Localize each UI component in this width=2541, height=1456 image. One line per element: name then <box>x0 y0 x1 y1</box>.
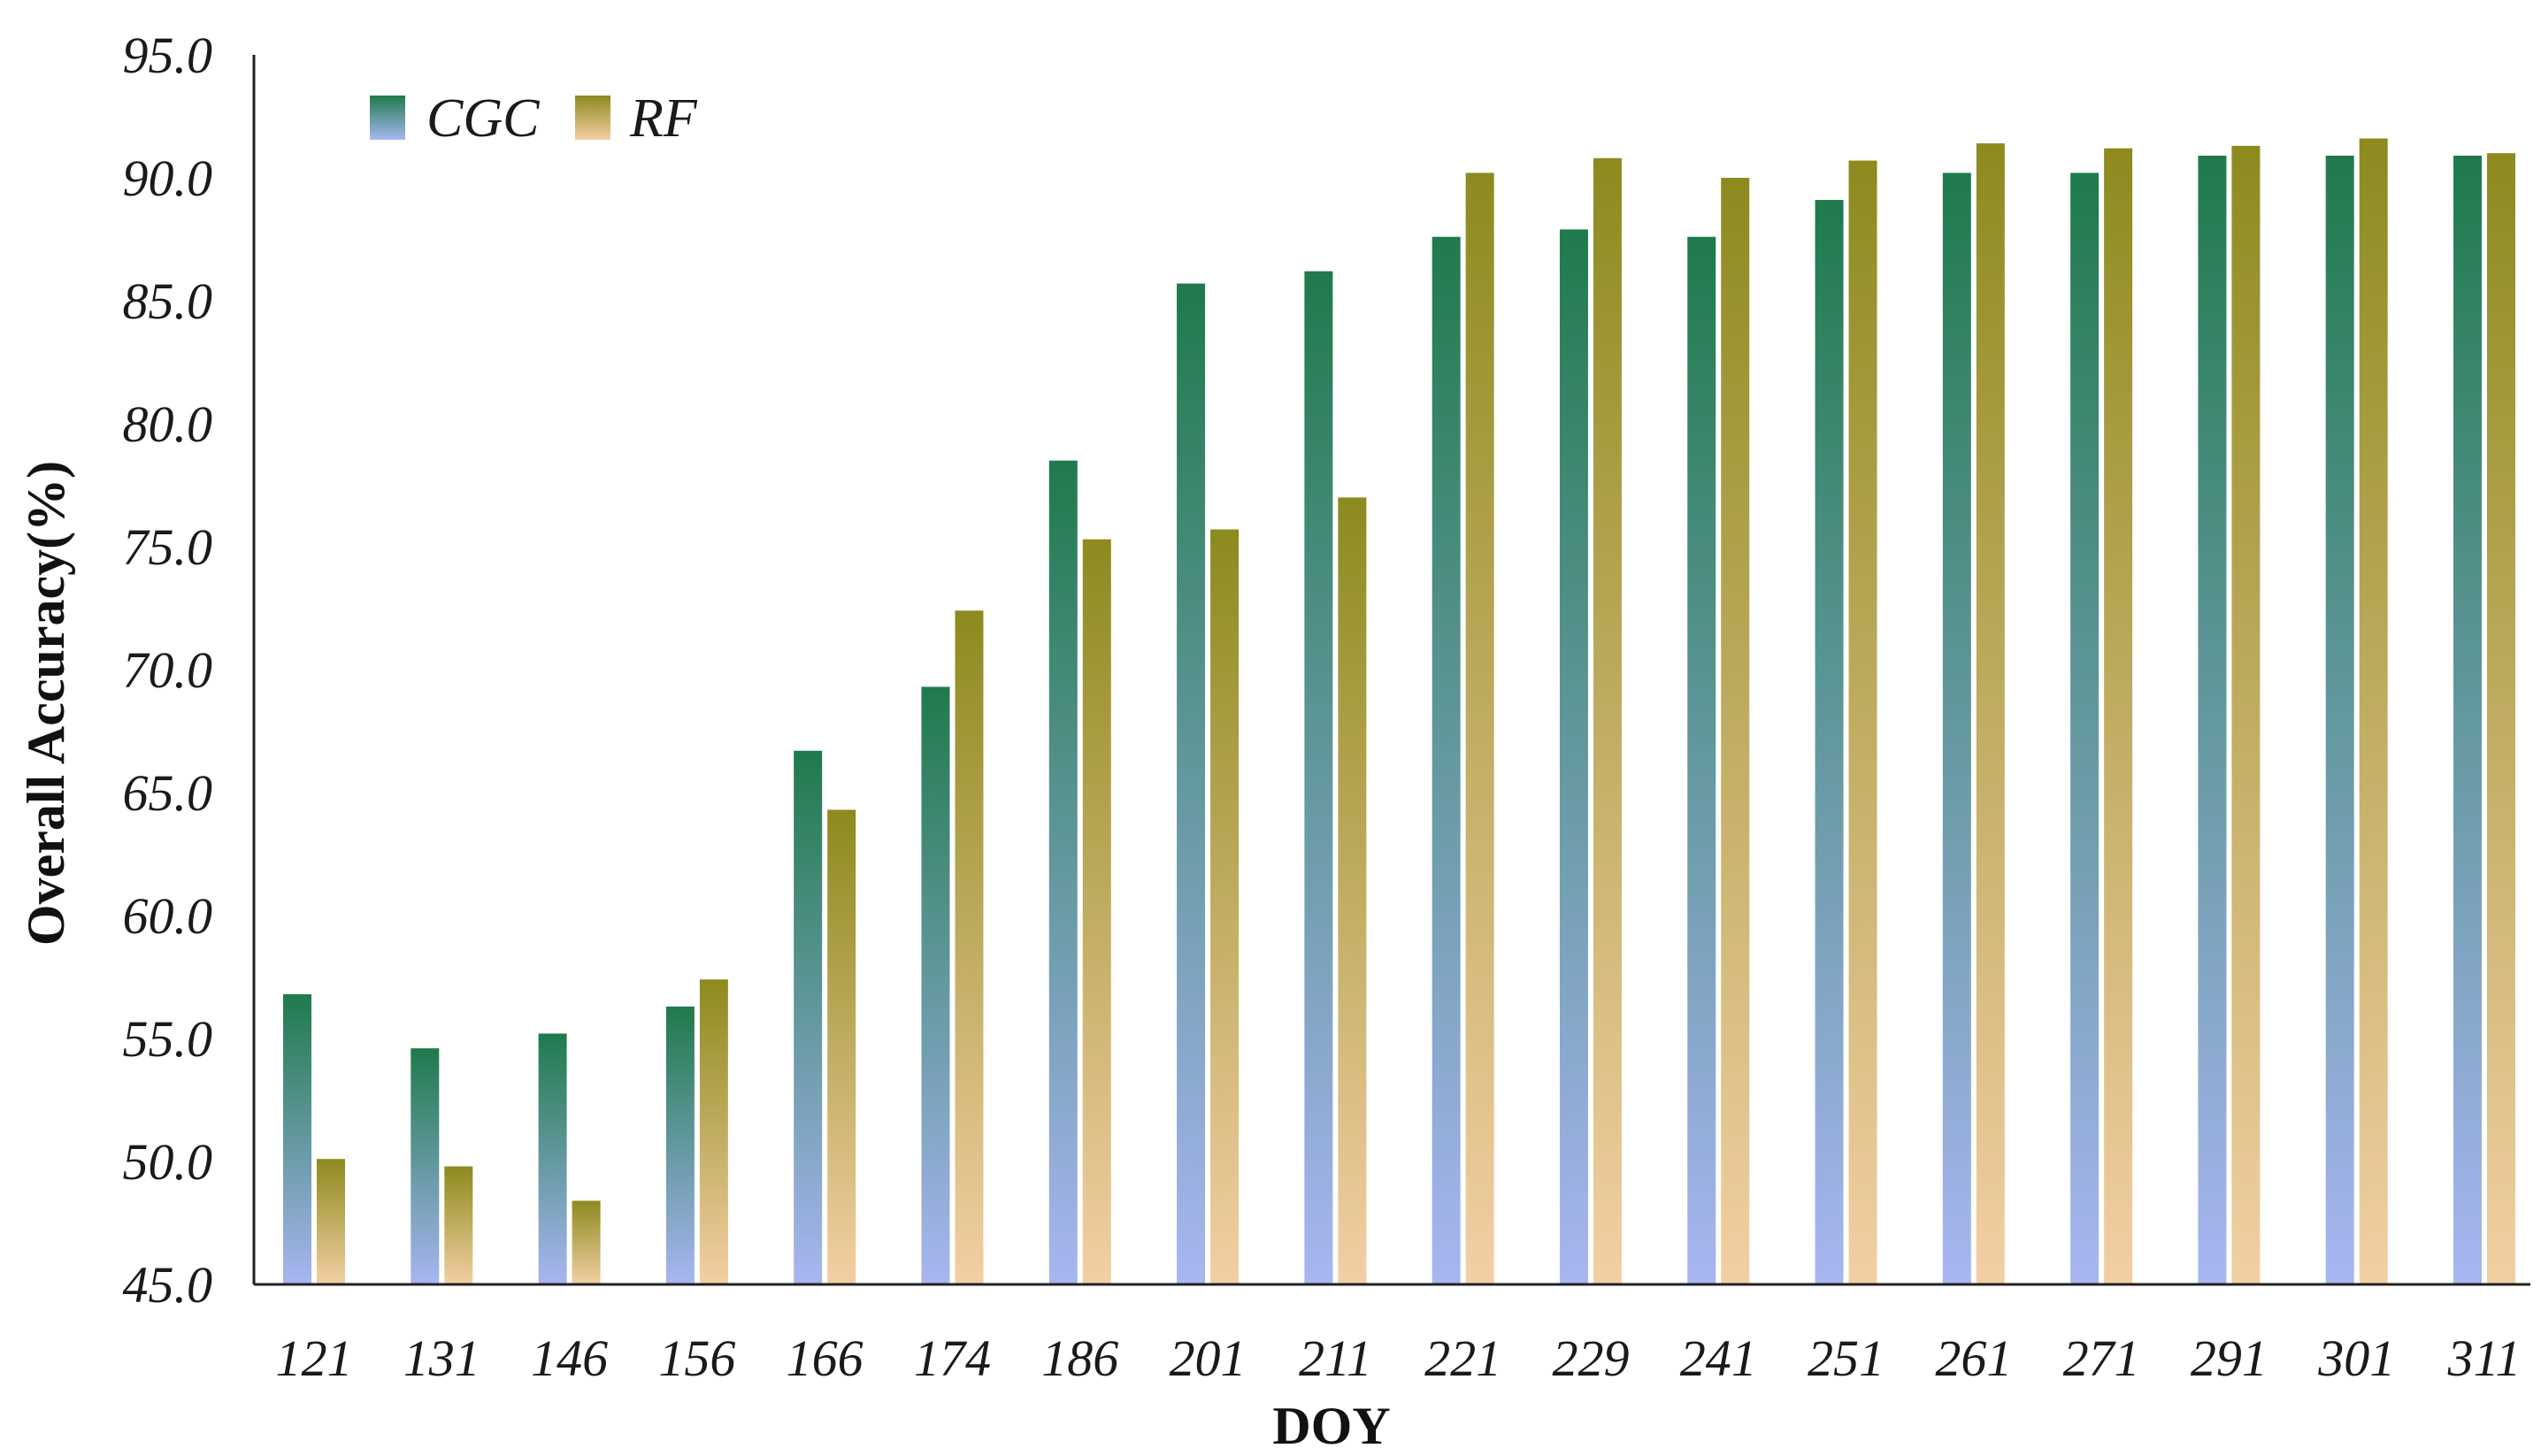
bar-rf-241 <box>1721 178 1750 1284</box>
bar-rf-121 <box>317 1159 345 1284</box>
x-tick-label: 166 <box>787 1330 864 1387</box>
bar-rf-131 <box>444 1166 473 1284</box>
x-tick-label: 229 <box>1552 1330 1629 1387</box>
bars-layer <box>283 138 2515 1285</box>
y-tick-label: 70.0 <box>123 641 213 699</box>
bar-cgc-311 <box>2453 155 2482 1285</box>
bar-cgc-186 <box>1048 460 1078 1284</box>
bar-rf-186 <box>1082 539 1111 1284</box>
bar-cgc-301 <box>2325 155 2354 1285</box>
x-tick-label: 251 <box>1808 1330 1885 1387</box>
x-tick-label: 201 <box>1170 1330 1247 1387</box>
y-tick-label: 75.0 <box>123 518 213 576</box>
legend-label-rf: RF <box>629 88 698 149</box>
x-tick-label: 146 <box>531 1330 608 1387</box>
bar-cgc-166 <box>794 750 823 1284</box>
x-tick-label: 301 <box>2317 1330 2395 1387</box>
bar-rf-251 <box>1848 160 1877 1284</box>
bar-rf-229 <box>1593 157 1622 1284</box>
y-tick-label: 95.0 <box>123 27 213 84</box>
bar-rf-211 <box>1338 497 1367 1284</box>
bar-cgc-131 <box>411 1048 440 1284</box>
x-tick-label: 271 <box>2063 1330 2140 1387</box>
bar-cgc-121 <box>283 993 311 1284</box>
bar-rf-156 <box>699 979 728 1284</box>
y-tick-label: 90.0 <box>123 149 213 207</box>
y-tick-label: 55.0 <box>123 1010 213 1068</box>
x-tick-label: 121 <box>276 1330 353 1387</box>
y-tick-label: 60.0 <box>123 887 213 945</box>
bar-cgc-211 <box>1304 271 1333 1284</box>
y-tick-label: 85.0 <box>123 272 213 330</box>
bar-cgc-156 <box>665 1006 695 1284</box>
bar-rf-166 <box>827 809 856 1284</box>
x-tick-label: 291 <box>2191 1330 2268 1387</box>
x-tick-label: 186 <box>1041 1330 1118 1387</box>
y-axis-title: Overall Accuracy(%) <box>17 461 75 946</box>
bar-rf-311 <box>2487 153 2515 1285</box>
bar-cgc-291 <box>2198 155 2227 1285</box>
bar-cgc-229 <box>1559 229 1588 1284</box>
legend: CGC RF <box>370 88 698 149</box>
bar-cgc-201 <box>1177 283 1206 1284</box>
legend-swatch-rf <box>575 96 610 140</box>
x-tick-label: 131 <box>403 1330 480 1387</box>
axes-layer <box>252 55 2530 1286</box>
x-axis-title: DOY <box>1272 1397 1390 1455</box>
bar-rf-271 <box>2104 148 2133 1284</box>
bar-cgc-241 <box>1687 236 1716 1285</box>
legend-swatch-cgc <box>370 96 405 140</box>
y-tick-label: 45.0 <box>123 1256 213 1314</box>
bar-cgc-261 <box>1942 172 1971 1285</box>
bar-rf-261 <box>1976 143 2005 1285</box>
x-tick-label: 221 <box>1424 1330 1501 1387</box>
bar-rf-291 <box>2231 145 2261 1285</box>
x-tick-label: 241 <box>1680 1330 1757 1387</box>
bar-cgc-221 <box>1432 236 1461 1285</box>
x-tick-labels: 121 131 146 156 166 174 186 201 211 221 229 241 251 2… <box>276 1330 2522 1387</box>
y-tick-label: 65.0 <box>123 764 213 822</box>
bar-cgc-146 <box>538 1033 567 1284</box>
bar-cgc-174 <box>921 686 950 1284</box>
y-tick-label: 80.0 <box>123 395 213 453</box>
y-tick-labels: 45.0 50.0 55.0 60.0 65.0 70.0 75.0 80.0 85.0 90.0… <box>123 27 213 1314</box>
bar-rf-174 <box>955 610 984 1284</box>
x-tick-label: 174 <box>914 1330 991 1387</box>
bar-cgc-251 <box>1815 200 1844 1284</box>
bar-cgc-271 <box>2070 172 2100 1285</box>
x-tick-label: 311 <box>2447 1330 2522 1387</box>
x-tick-label: 156 <box>658 1330 735 1387</box>
legend-label-cgc: CGC <box>426 88 540 149</box>
x-tick-label: 211 <box>1299 1330 1372 1387</box>
bar-rf-201 <box>1210 529 1240 1284</box>
bar-rf-146 <box>572 1200 601 1284</box>
x-tick-label: 261 <box>1935 1330 2012 1387</box>
bar-rf-301 <box>2359 138 2388 1284</box>
y-tick-label: 50.0 <box>123 1133 213 1191</box>
bar-rf-221 <box>1465 172 1494 1285</box>
